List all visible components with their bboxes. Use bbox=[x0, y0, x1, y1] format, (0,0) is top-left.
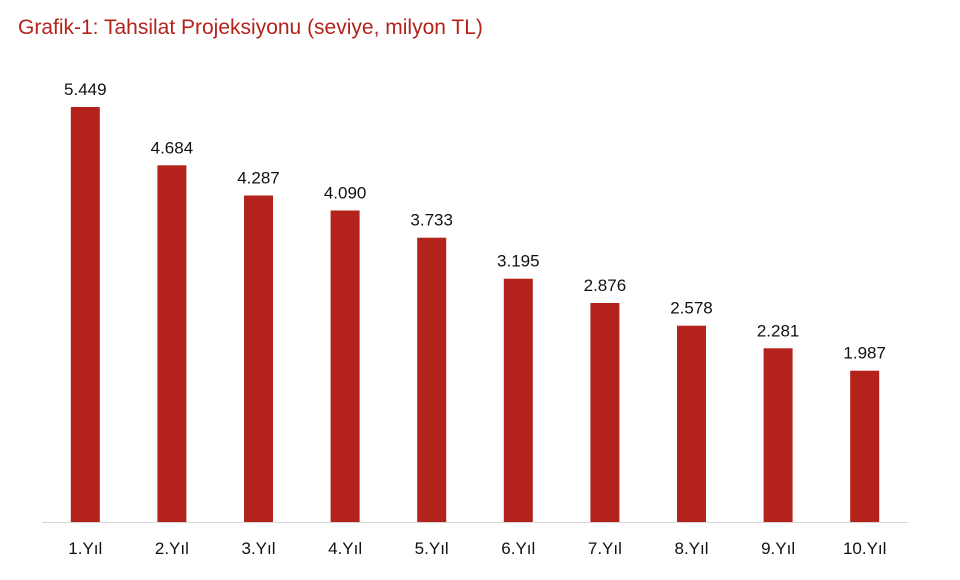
x-tick-label-4: 4.Yıl bbox=[328, 539, 362, 558]
x-tick-label-8: 8.Yıl bbox=[674, 539, 708, 558]
value-label-7: 2.876 bbox=[584, 276, 627, 295]
value-label-3: 4.287 bbox=[237, 169, 280, 188]
bar-8 bbox=[677, 325, 706, 522]
value-label-1: 5.449 bbox=[64, 80, 107, 99]
chart-title: Grafik-1: Tahsilat Projeksiyonu (seviye,… bbox=[18, 16, 483, 39]
value-label-2: 4.684 bbox=[151, 138, 194, 157]
value-label-10: 1.987 bbox=[843, 344, 886, 363]
x-tick-label-2: 2.Yıl bbox=[155, 539, 189, 558]
bar-7 bbox=[590, 303, 620, 522]
x-tick-label-10: 10.Yıl bbox=[843, 539, 886, 558]
bar-6 bbox=[503, 278, 533, 522]
bar-5 bbox=[417, 237, 447, 522]
x-tick-labels-group: 1.Yıl 2.Yıl 3.Yıl 4.Yıl 5.Yıl 6.Yıl 7.Yıl 8.Yıl… bbox=[68, 539, 886, 558]
value-label-9: 2.281 bbox=[757, 321, 800, 340]
bar-10 bbox=[850, 370, 880, 522]
x-tick-label-7: 7.Yıl bbox=[588, 539, 622, 558]
value-label-6: 3.195 bbox=[497, 252, 540, 271]
value-label-8: 2.578 bbox=[670, 299, 713, 318]
bar-1 bbox=[70, 107, 100, 522]
bar-4 bbox=[330, 210, 360, 522]
value-label-5: 3.733 bbox=[410, 211, 453, 230]
x-tick-label-1: 1.Yıl bbox=[68, 539, 102, 558]
bar-3 bbox=[244, 195, 273, 522]
x-tick-label-6: 6.Yıl bbox=[501, 539, 535, 558]
bar-9 bbox=[763, 348, 793, 522]
bars-group bbox=[70, 107, 880, 523]
x-tick-label-3: 3.Yıl bbox=[241, 539, 275, 558]
x-tick-label-9: 9.Yıl bbox=[761, 539, 795, 558]
bar-2 bbox=[157, 165, 187, 523]
value-labels-group: 5.449 4.684 4.287 4.090 3.733 3.195 2.876 2.578… bbox=[64, 80, 886, 363]
value-label-4: 4.090 bbox=[324, 184, 367, 203]
x-tick-label-5: 5.Yıl bbox=[415, 539, 449, 558]
